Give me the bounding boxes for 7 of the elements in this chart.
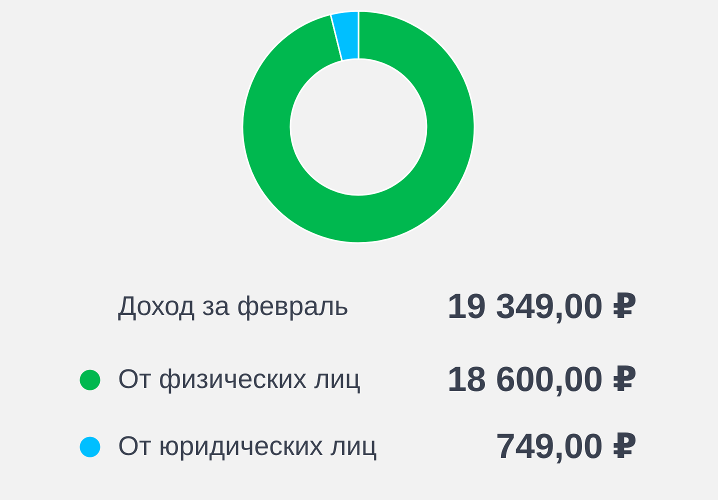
text: Доход за февраль: [118, 291, 349, 321]
donut-slice: [242, 10, 476, 244]
legend-label: От физических лиц: [118, 364, 360, 394]
legend-label: От юридических лиц: [118, 431, 377, 461]
data-label: 749,00 ₽: [496, 427, 637, 466]
text: 19 349,00 ₽: [447, 287, 637, 326]
data-label: 18 600,00 ₽: [447, 360, 637, 399]
